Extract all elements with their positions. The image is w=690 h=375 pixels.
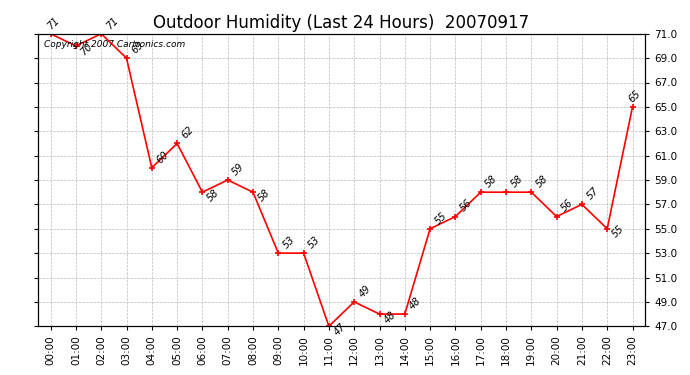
Text: 58: 58 — [484, 174, 500, 189]
Text: 62: 62 — [180, 125, 196, 141]
Text: 48: 48 — [382, 309, 398, 325]
Text: 71: 71 — [45, 15, 61, 31]
Text: 49: 49 — [357, 283, 373, 299]
Text: 56: 56 — [560, 198, 575, 214]
Text: 70: 70 — [79, 41, 95, 57]
Text: 60: 60 — [155, 149, 170, 165]
Text: 59: 59 — [230, 161, 246, 177]
Text: 58: 58 — [509, 174, 524, 189]
Text: 55: 55 — [610, 224, 626, 240]
Text: 65: 65 — [627, 88, 643, 104]
Text: 58: 58 — [534, 174, 550, 189]
Text: 58: 58 — [205, 188, 221, 203]
Text: 58: 58 — [256, 188, 272, 203]
Text: 69: 69 — [129, 39, 145, 56]
Text: 56: 56 — [458, 198, 474, 214]
Text: 48: 48 — [408, 296, 424, 311]
Text: 55: 55 — [433, 210, 448, 226]
Text: 53: 53 — [306, 234, 322, 250]
Text: 71: 71 — [104, 15, 120, 31]
Title: Outdoor Humidity (Last 24 Hours)  20070917: Outdoor Humidity (Last 24 Hours) 2007091… — [153, 14, 530, 32]
Text: 47: 47 — [332, 321, 348, 338]
Text: 53: 53 — [281, 234, 297, 250]
Text: 57: 57 — [584, 186, 600, 202]
Text: Copyright 2007 Cartronics.com: Copyright 2007 Cartronics.com — [44, 40, 186, 49]
